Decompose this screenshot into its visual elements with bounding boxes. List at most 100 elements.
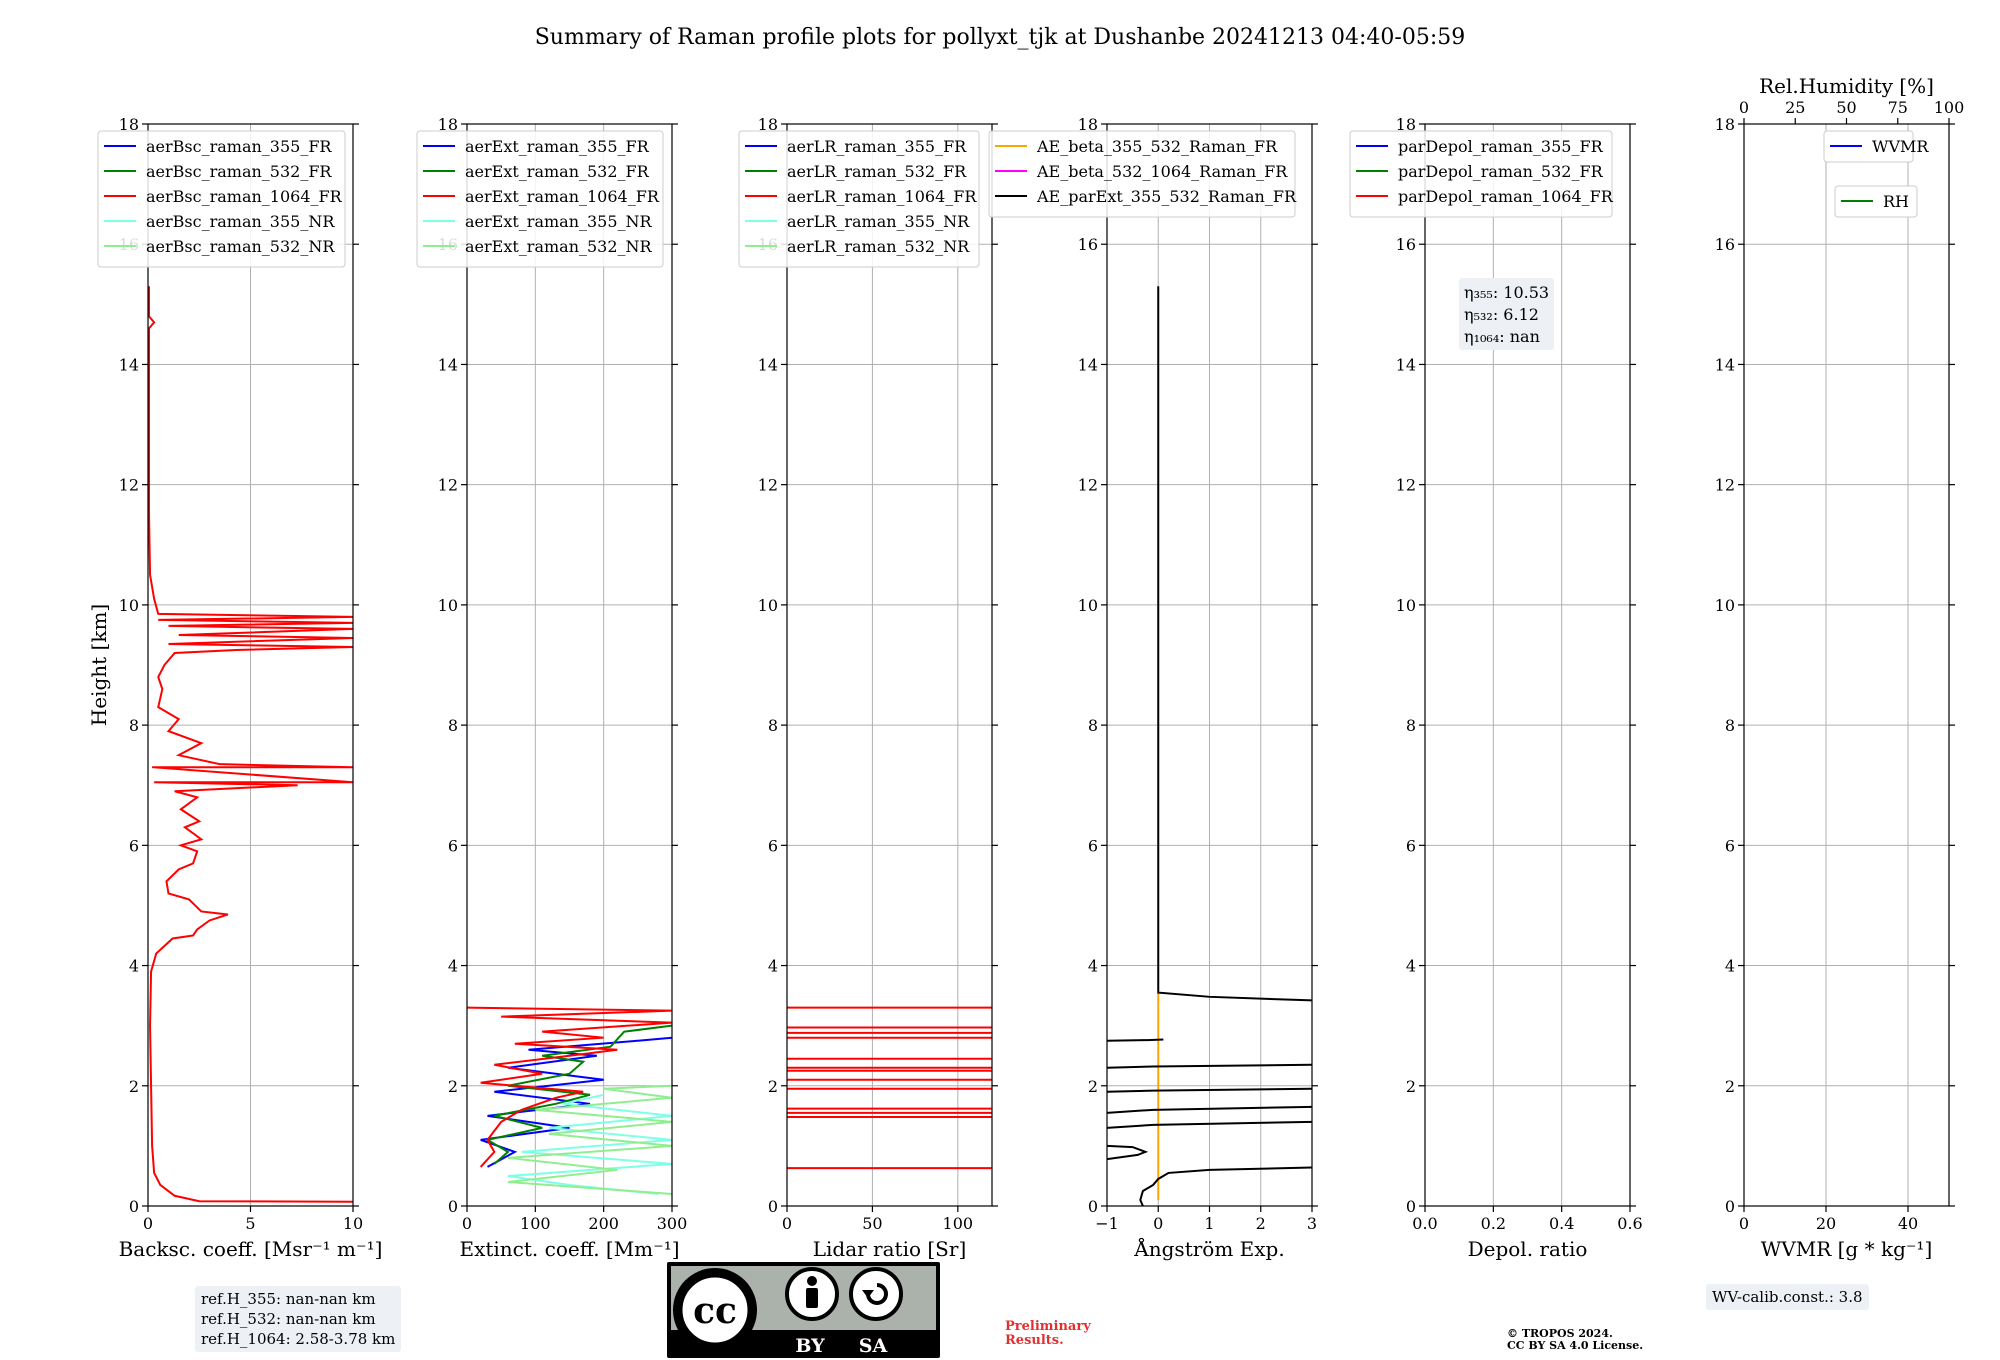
y-tick-label: 16: [1396, 235, 1416, 254]
legend-box: [1834, 185, 1918, 218]
x-top-tick-label: 0: [1739, 98, 1749, 117]
ref-height-355: ref.H_355: nan-nan km: [201, 1290, 376, 1308]
series-line-aerExt_raman_1064_FR: [467, 1006, 672, 1168]
legend: aerLR_raman_355_FR aerLR_raman_532_FR aerL…: [738, 130, 980, 268]
x-tick-label: 0: [782, 1214, 792, 1233]
axes-frame: [786, 123, 993, 1207]
y-tick-label: 2: [1088, 1077, 1098, 1096]
y-tick-label: 16: [1715, 235, 1735, 254]
legend-entry: AE_beta_532_1064_Raman_FR: [1036, 162, 1288, 181]
panels: 0246810121416180510Backsc. coeff. [Msr⁻¹…: [87, 74, 1964, 1261]
y-tick-label: 4: [1406, 957, 1416, 976]
legend-entry: aerLR_raman_532_NR: [787, 237, 970, 256]
series-line-aerBsc_raman_1064_FR: [148, 286, 353, 1203]
series-layer: [1107, 286, 1312, 1206]
legend: parDepol_raman_355_FR parDepol_raman_532_…: [1349, 130, 1614, 218]
x-top-tick-label: 25: [1785, 98, 1805, 117]
y-tick-label: 10: [1396, 596, 1416, 615]
y-tick-label: 14: [758, 355, 778, 374]
series-layer: [467, 1006, 672, 1195]
series-line-aerExt_raman_532_NR: [507, 1084, 672, 1195]
legend-entry: aerExt_raman_532_FR: [465, 162, 650, 181]
cc-logo-text: cc: [693, 1290, 737, 1332]
y-tick-label: 0: [1725, 1197, 1735, 1216]
y-tick-label: 12: [1715, 476, 1735, 495]
x-tick-label: 0: [462, 1214, 472, 1233]
y-tick-label: 14: [119, 355, 139, 374]
panel-2: 0246810121416180100200300Extinct. coeff.…: [416, 115, 687, 1261]
y-tick-label: 18: [438, 115, 458, 134]
series-segment-AE_parExt_355_532_Raman_FR: [1107, 1063, 1312, 1069]
y-tick-label: 0: [129, 1197, 139, 1216]
legend-entry: aerLR_raman_532_FR: [787, 162, 967, 181]
y-tick-label: 2: [448, 1077, 458, 1096]
y-tick-label: 8: [1725, 716, 1735, 735]
legend-entry: aerExt_raman_1064_FR: [465, 187, 660, 206]
y-tick-label: 8: [1406, 716, 1416, 735]
y-tick-label: 0: [1088, 1197, 1098, 1216]
annotation-line: η₃₅₅: 10.53: [1464, 283, 1549, 302]
x-axis-label: Lidar ratio [Sr]: [813, 1237, 967, 1261]
legend-entry: parDepol_raman_1064_FR: [1398, 187, 1614, 206]
by-icon: [785, 1267, 839, 1321]
y-tick-label: 4: [448, 957, 458, 976]
y-tick-label: 4: [1088, 957, 1098, 976]
x-tick-label: 50: [862, 1214, 882, 1233]
series-segment-AE_parExt_355_532_Raman_FR: [1107, 1038, 1164, 1042]
y-tick-label: 6: [768, 836, 778, 855]
x-top-axis-label: Rel.Humidity [%]: [1759, 74, 1934, 98]
x-tick-label: 200: [588, 1214, 619, 1233]
y-tick-label: 10: [438, 596, 458, 615]
y-tick-label: 12: [119, 476, 139, 495]
preliminary-line-1: Preliminary: [1005, 1319, 1091, 1334]
y-tick-label: 10: [758, 596, 778, 615]
legend-entry: parDepol_raman_532_FR: [1398, 162, 1604, 181]
panel-5: 0 2 4 6 8 10 12 14 16 18 0.0 0.2 0.4 0.6 Depol. ratio p…: [1349, 115, 1643, 1261]
annotation-line: η₅₃₂: 6.12: [1464, 305, 1539, 324]
copyright-note: © TROPOS 2024. CC BY SA 4.0 License.: [1507, 1328, 1643, 1352]
legend-box: [416, 130, 664, 268]
y-tick-label: 0: [768, 1197, 778, 1216]
legend-entry: RH: [1883, 192, 1909, 211]
y-tick-label: 8: [448, 716, 458, 735]
series-segment-AE_parExt_355_532_Raman_FR: [1107, 1087, 1312, 1093]
annotation-line: η₁₀₆₄: nan: [1464, 327, 1540, 346]
legend-entry: aerBsc_raman_532_NR: [146, 237, 335, 256]
x-axis-label: WVMR [g * kg⁻¹]: [1761, 1237, 1933, 1261]
x-tick-label: 2: [1256, 1214, 1266, 1233]
y-tick-label: 4: [768, 957, 778, 976]
legend-entry: aerBsc_raman_1064_FR: [146, 187, 343, 206]
y-axis-label: Height [km]: [87, 604, 111, 726]
legend-entry: aerExt_raman_355_FR: [465, 137, 650, 156]
y-tick-label: 8: [129, 716, 139, 735]
y-tick-label: 16: [1078, 235, 1098, 254]
legend-box: [1349, 130, 1613, 218]
y-tick-label: 10: [1715, 596, 1735, 615]
x-tick-label: 10: [343, 1214, 363, 1233]
reference-height-box: ref.H_355: nan-nan km ref.H_532: nan-nan…: [195, 1286, 402, 1352]
x-top-tick-label: 50: [1836, 98, 1856, 117]
x-tick-label: 40: [1898, 1214, 1918, 1233]
y-tick-label: 14: [1078, 355, 1098, 374]
legend-box: [988, 130, 1296, 218]
license-by-label: BY: [795, 1335, 825, 1357]
y-tick-label: 18: [1715, 115, 1735, 134]
legend-entry: aerLR_raman_355_FR: [787, 137, 967, 156]
x-axis-label: Extinct. coeff. [Mm⁻¹]: [459, 1237, 679, 1261]
series-segment-AE_parExt_355_532_Raman_FR: [1107, 1105, 1312, 1114]
legend-entry: aerLR_raman_355_NR: [787, 212, 970, 231]
figure-title: Summary of Raman profile plots for polly…: [535, 25, 1466, 50]
legend-entry: aerLR_raman_1064_FR: [787, 187, 977, 206]
legend: aerExt_raman_355_FR aerExt_raman_532_FRae…: [416, 130, 664, 268]
x-tick-label: 100: [520, 1214, 551, 1233]
y-tick-label: 6: [1725, 836, 1735, 855]
axes-frame: [466, 123, 673, 1207]
series-line-aerExt_raman_355_NR: [507, 1093, 672, 1195]
panel-3: 024681012141618050100Lidar ratio [Sr]aer…: [738, 115, 998, 1261]
x-tick-label: 3: [1307, 1214, 1317, 1233]
copyright-line-1: © TROPOS 2024.: [1507, 1327, 1613, 1340]
y-tick-label: 18: [1078, 115, 1098, 134]
x-top-tick-label: 100: [1934, 98, 1965, 117]
y-tick-label: 12: [438, 476, 458, 495]
x-tick-label: 0: [1153, 1214, 1163, 1233]
